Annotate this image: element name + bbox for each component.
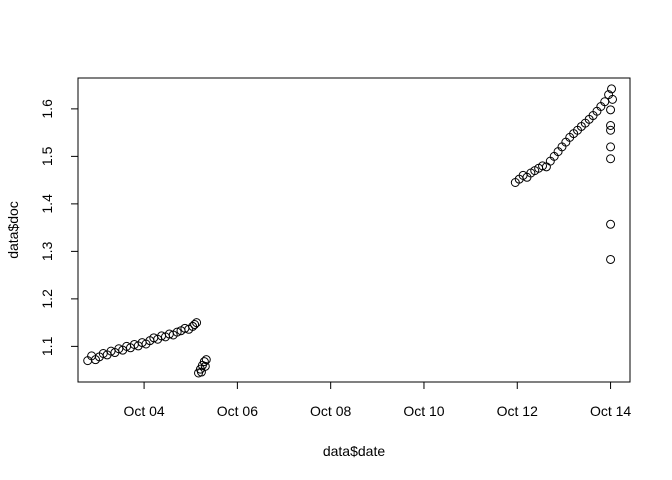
data-point [190,320,200,330]
data-point [192,318,202,328]
data-point [606,142,616,152]
data-point [606,154,616,164]
data-point [606,219,616,229]
data-point [538,161,548,171]
data-point [606,105,616,115]
y-tick-label: 1.3 [39,241,55,261]
data-point [606,125,616,135]
x-tick-label: Oct 06 [217,403,258,419]
x-tick-label: Oct 08 [310,403,351,419]
data-point [607,84,617,94]
data-points [83,84,618,378]
y-tick-label: 1.1 [39,336,55,356]
data-point [199,357,209,367]
x-tick-label: Oct 12 [497,403,538,419]
y-tick-label: 1.4 [39,194,55,214]
y-tick-label: 1.2 [39,289,55,309]
y-tick-label: 1.6 [39,99,55,119]
data-point [606,254,616,264]
data-point [172,327,182,337]
x-tick-label: Oct 10 [403,403,444,419]
data-point [200,361,210,371]
y-tick-label: 1.5 [39,146,55,166]
data-point [201,355,211,365]
data-point [608,94,618,104]
x-axis-title: data$date [323,443,385,459]
x-tick-label: Oct 04 [123,403,164,419]
x-tick-label: Oct 14 [590,403,631,419]
x-ticks: Oct 04 Oct 06 Oct 08 Oct 10 Oct 12 Oct 14 [123,382,631,419]
data-point [606,121,616,130]
y-ticks: 1.1 1.2 1.3 1.4 1.5 1.6 [39,99,78,356]
y-axis-title: data$doc [5,201,21,259]
